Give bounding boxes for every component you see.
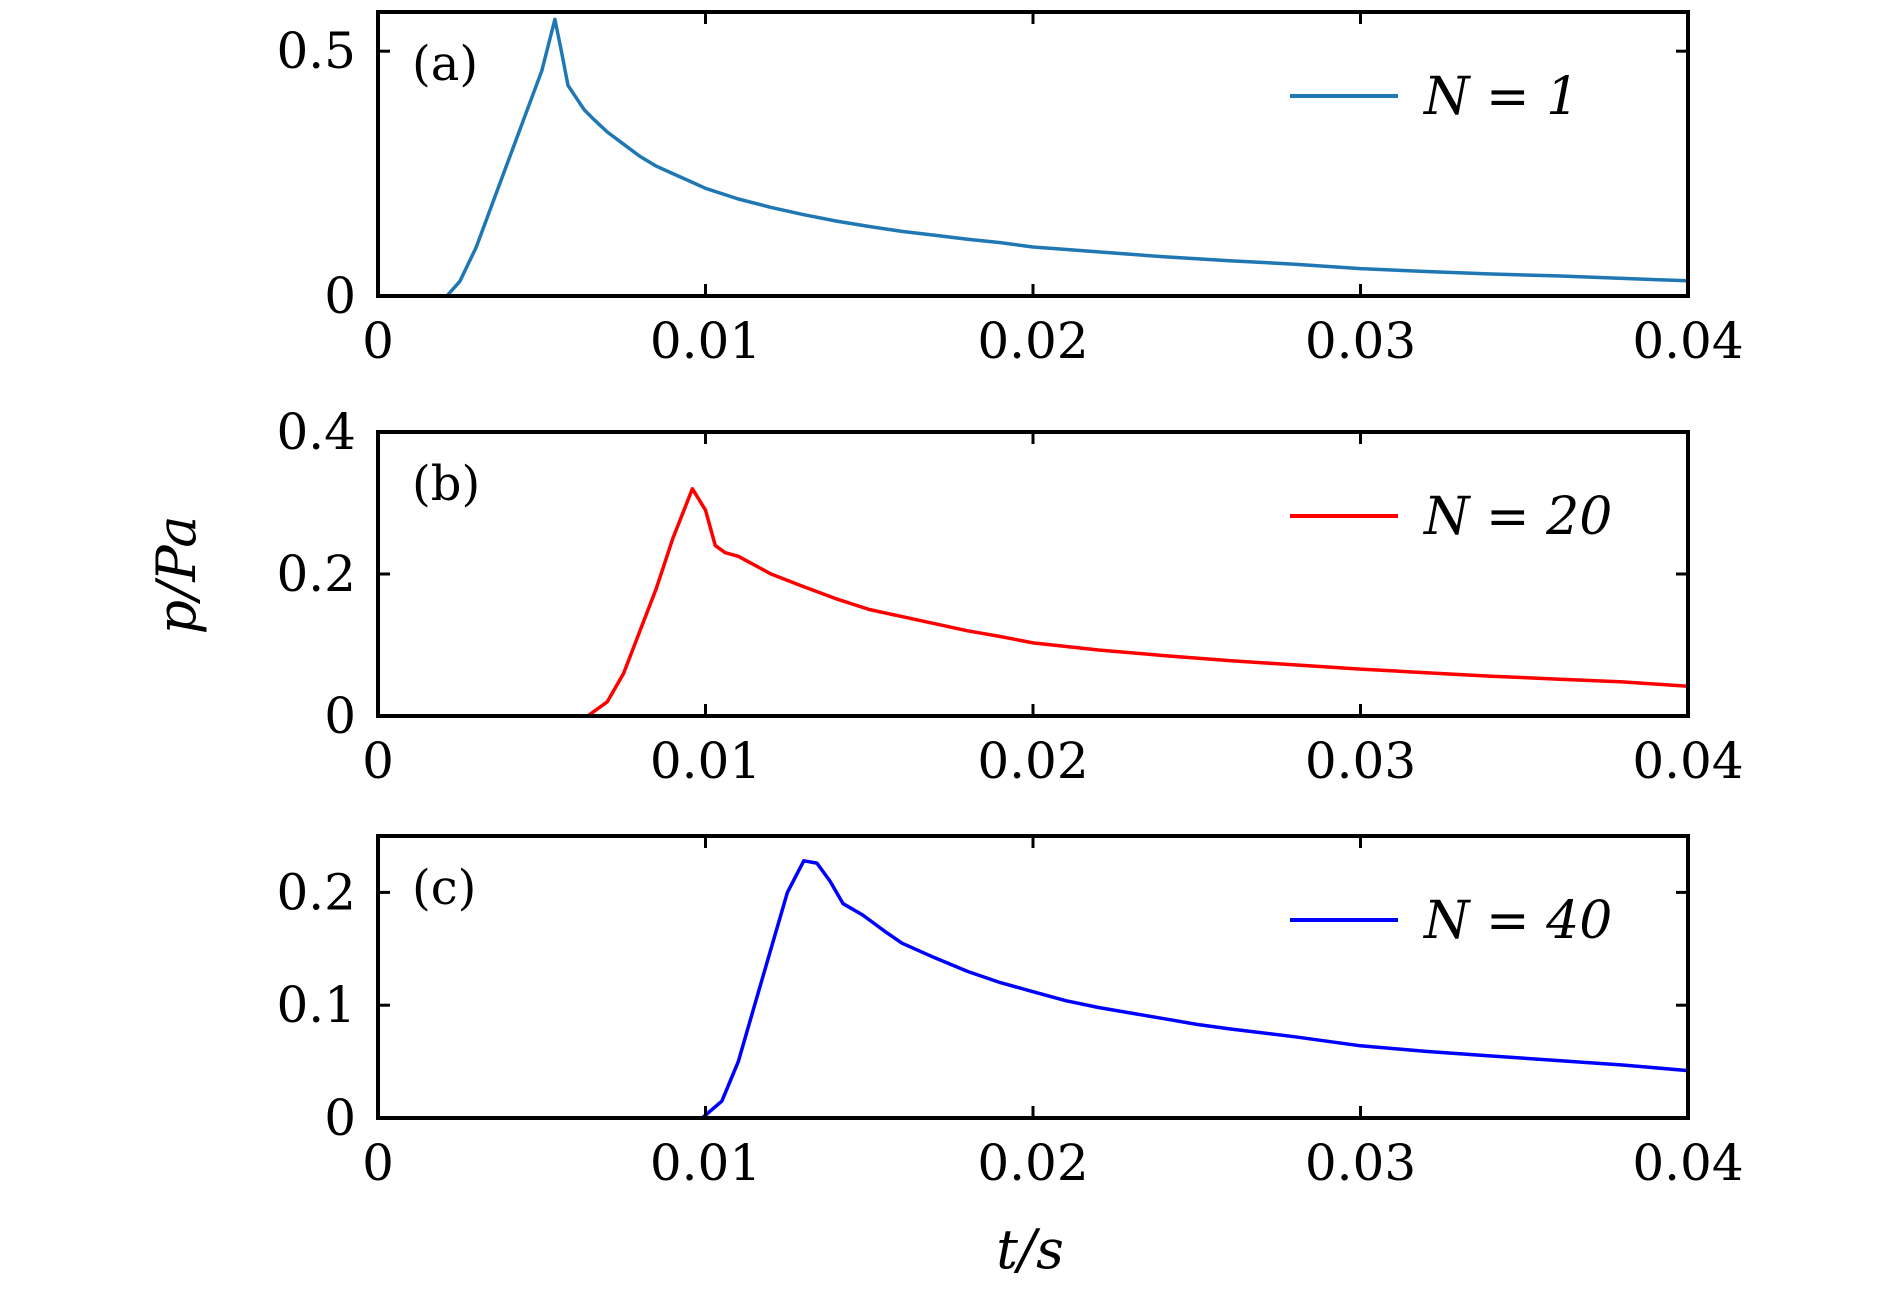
y-tick-label: 0.2 bbox=[276, 545, 356, 603]
series-line-b bbox=[376, 487, 1690, 718]
x-tick-label: 0.02 bbox=[977, 732, 1088, 790]
x-tick-label: 0 bbox=[362, 312, 394, 370]
x-tick-label: 0.03 bbox=[1305, 312, 1416, 370]
x-tick-label: 0.01 bbox=[650, 732, 761, 790]
x-tick-label: 0.02 bbox=[977, 1134, 1088, 1192]
panels: 0 0.01 0.02 0.03 0.04 0 0.5 (a) N = 1 0 0.01 0.02 0.… bbox=[276, 10, 1744, 1192]
panel-label: (c) bbox=[412, 860, 476, 916]
panel-c: 0 0.01 0.02 0.03 0.04 0 0.1 0.2 (c) N = 40 bbox=[276, 834, 1744, 1192]
plot-frame bbox=[376, 430, 1690, 718]
plot-frame bbox=[376, 834, 1690, 1120]
plot-frame bbox=[376, 10, 1690, 298]
x-tick-label: 0.03 bbox=[1305, 732, 1416, 790]
y-tick-label: 0.2 bbox=[276, 863, 356, 921]
series-line-c bbox=[376, 859, 1690, 1120]
x-tick-label: 0 bbox=[362, 732, 394, 790]
y-tick-label: 0 bbox=[324, 1089, 356, 1147]
x-axis-title: t/s bbox=[996, 1218, 1064, 1281]
x-tick-label: 0.02 bbox=[977, 312, 1088, 370]
y-tick-label: 0 bbox=[324, 687, 356, 745]
y-tick-label: 0.5 bbox=[276, 22, 356, 80]
panel-label: (b) bbox=[412, 456, 480, 512]
y-tick-label: 0 bbox=[324, 267, 356, 325]
panel-a: 0 0.01 0.02 0.03 0.04 0 0.5 (a) N = 1 bbox=[276, 10, 1744, 370]
y-tick-label: 0.4 bbox=[276, 403, 356, 461]
series-line-a bbox=[376, 17, 1690, 298]
panel-label: (a) bbox=[412, 36, 478, 92]
legend-label: N = 1 bbox=[1422, 67, 1579, 127]
x-tick-label: 0.01 bbox=[650, 312, 761, 370]
x-tick-label: 0.04 bbox=[1632, 732, 1743, 790]
y-axis-title: p/Pa bbox=[145, 516, 208, 635]
legend-label: N = 20 bbox=[1422, 487, 1612, 547]
x-tick-label: 0 bbox=[362, 1134, 394, 1192]
x-tick-label: 0.03 bbox=[1305, 1134, 1416, 1192]
panel-b: 0 0.01 0.02 0.03 0.04 0 0.2 0.4 (b) N = 20 bbox=[276, 403, 1743, 790]
x-tick-label: 0.04 bbox=[1632, 1134, 1743, 1192]
legend-label: N = 40 bbox=[1422, 891, 1612, 951]
x-tick-label: 0.04 bbox=[1632, 312, 1743, 370]
y-tick-label: 0.1 bbox=[276, 976, 356, 1034]
x-tick-label: 0.01 bbox=[650, 1134, 761, 1192]
